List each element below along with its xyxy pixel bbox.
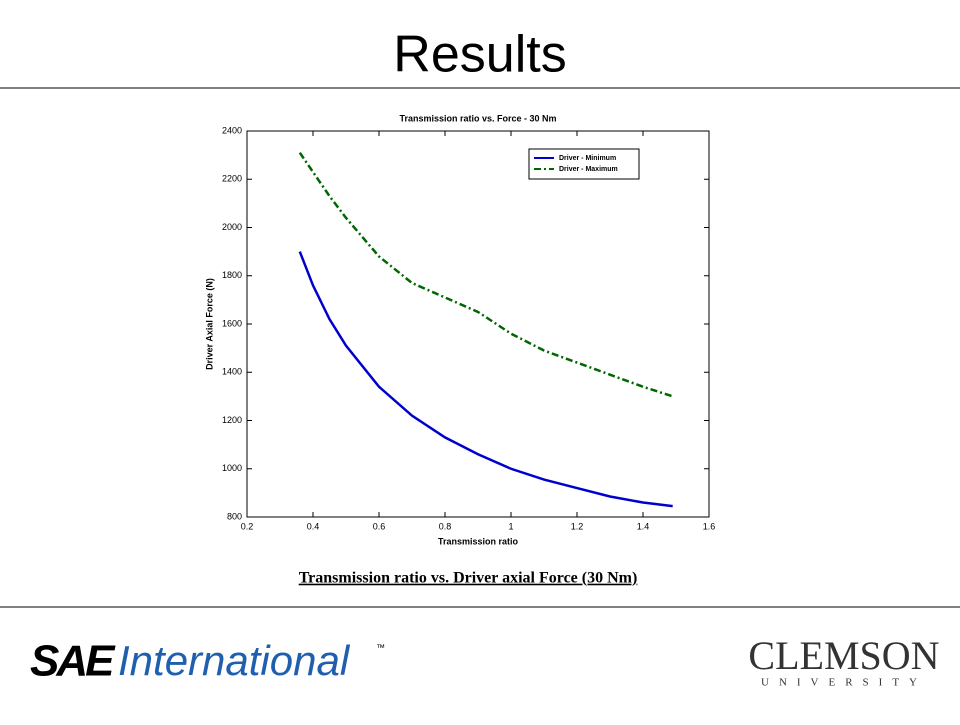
y-axis-label: Driver Axial Force (N) (204, 278, 214, 370)
x-tick-label: 0.8 (439, 521, 452, 531)
x-tick-label: 1.4 (637, 521, 650, 531)
legend-label: Driver - Maximum (559, 166, 618, 173)
y-tick-label: 800 (227, 511, 242, 521)
series-line (298, 251, 673, 508)
logo-sae: SAE (30, 637, 116, 686)
y-tick-label: 1000 (222, 463, 242, 473)
y-tick-label: 2000 (222, 222, 242, 232)
logo-tm: ™ (376, 642, 385, 652)
logo-international: International (118, 637, 351, 684)
plot-area (246, 130, 710, 518)
x-tick-label: 0.6 (373, 521, 386, 531)
y-tick-label: 2400 (222, 125, 242, 135)
y-tick-label: 1200 (222, 415, 242, 425)
x-axis-label: Transmission ratio (438, 536, 519, 546)
x-tick-label: 0.2 (241, 521, 254, 531)
logo-clemson: CLEMSON (748, 633, 939, 678)
logo-university: UNIVERSITY (761, 677, 927, 689)
y-tick-label: 1600 (222, 318, 242, 328)
y-tick-label: 2200 (222, 174, 242, 184)
slide-title: Results (393, 26, 566, 84)
y-tick-label: 1800 (222, 270, 242, 280)
legend-label: Driver - Minimum (559, 155, 616, 162)
x-tick-label: 1.2 (571, 521, 584, 531)
caption: Transmission ratio vs. Driver axial Forc… (299, 570, 638, 587)
chart-title: Transmission ratio vs. Force - 30 Nm (399, 113, 556, 123)
y-tick-label: 1400 (222, 367, 242, 377)
legend-box (528, 148, 640, 180)
x-tick-label: 1.6 (703, 521, 716, 531)
x-tick-label: 1 (508, 521, 513, 531)
series-line (298, 152, 674, 398)
x-tick-label: 0.4 (307, 521, 320, 531)
